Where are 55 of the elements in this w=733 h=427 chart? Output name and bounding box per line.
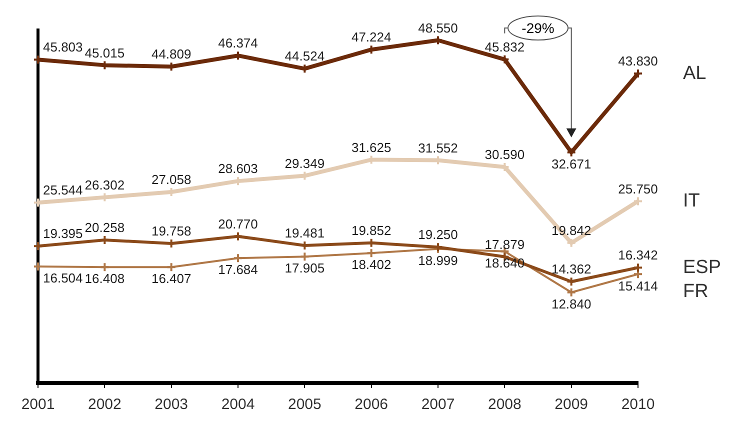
- data-label: 16.408: [84, 271, 125, 286]
- data-label: 20.258: [84, 220, 125, 236]
- data-label: 28.603: [218, 161, 258, 176]
- data-label: 30.590: [484, 147, 525, 162]
- data-label: 17.905: [284, 260, 325, 276]
- data-label: 17.879: [484, 236, 525, 252]
- text: FR: [683, 280, 708, 302]
- data-label: 31.625: [351, 140, 392, 155]
- data-label: 18.402: [351, 257, 392, 272]
- data-label: 45.015: [84, 45, 125, 60]
- data-label: 12.840: [551, 296, 592, 312]
- data-label: 19.395: [43, 226, 83, 242]
- text: AL: [683, 62, 706, 84]
- data-label: 31.552: [418, 140, 458, 156]
- x-tick-label: 2008: [488, 396, 522, 414]
- data-label: 26.302: [84, 177, 125, 192]
- text: IT: [683, 190, 700, 212]
- x-tick-label: 2001: [21, 396, 55, 414]
- data-label: 44.524: [284, 48, 325, 64]
- text: ESP: [683, 256, 722, 278]
- data-label: 19.758: [151, 224, 192, 239]
- x-tick-label: 2007: [421, 396, 455, 414]
- text: -29%: [522, 20, 554, 36]
- data-label: 19.842: [551, 222, 592, 238]
- data-label: 29.349: [284, 156, 325, 171]
- data-label: 16.504: [43, 270, 83, 286]
- data-label: 17.684: [218, 262, 258, 278]
- data-label: 20.770: [218, 216, 258, 232]
- data-label: 47.224: [351, 30, 392, 45]
- data-label: 16.407: [151, 271, 192, 286]
- data-label: 45.803: [43, 40, 83, 55]
- x-tick-label: 2004: [221, 396, 255, 414]
- data-label: 25.544: [43, 182, 83, 198]
- x-tick-label: 2002: [88, 396, 122, 414]
- x-tick-label: 2010: [621, 396, 655, 414]
- data-label: 45.832: [484, 40, 525, 55]
- data-label: 14.362: [551, 262, 592, 277]
- data-label: 16.342: [618, 248, 658, 263]
- x-tick-label: 2003: [154, 396, 188, 414]
- data-label: 15.414: [618, 278, 658, 294]
- data-label: 18.640: [484, 255, 525, 270]
- x-tick-label: 2009: [554, 396, 588, 414]
- data-label: 19.481: [284, 226, 325, 241]
- data-label: 46.374: [218, 36, 258, 51]
- data-label: 25.750: [618, 181, 658, 196]
- x-tick-label: 2006: [354, 396, 388, 414]
- data-label: 43.830: [618, 54, 658, 69]
- data-label: 32.671: [551, 156, 592, 172]
- data-label: 18.999: [418, 252, 458, 268]
- x-tick-label: 2005: [288, 396, 322, 414]
- data-label: 19.852: [351, 222, 392, 238]
- data-label: 19.250: [418, 227, 458, 242]
- data-label: 27.058: [151, 172, 192, 188]
- data-label: 44.809: [151, 46, 192, 62]
- data-label: 48.550: [418, 20, 458, 36]
